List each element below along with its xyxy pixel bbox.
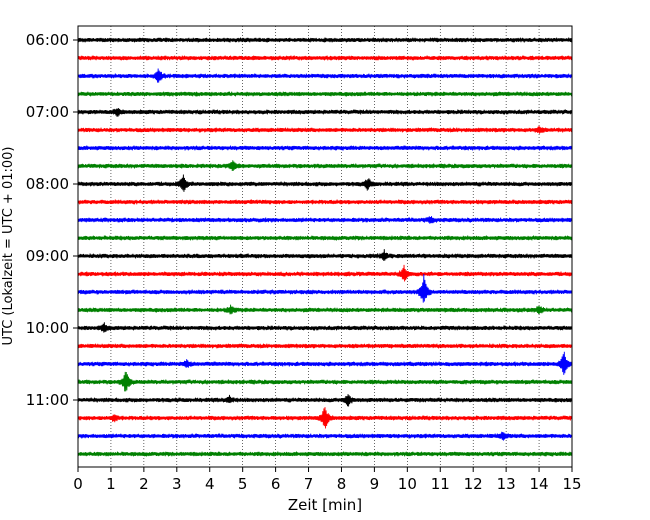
x-tick-label: 15 <box>562 475 581 493</box>
trace-row <box>77 431 573 441</box>
trace-row <box>77 371 573 392</box>
trace-row <box>77 322 573 333</box>
x-axis-ticks: 0 1 2 3 4 5 6 7 8 9 10 11 12 13 14 15 <box>73 467 582 493</box>
y-tick-label: 07:00 <box>26 103 69 121</box>
trace-row <box>77 264 573 282</box>
trace-row <box>77 351 573 375</box>
x-axis-label: Zeit [min] <box>288 496 362 514</box>
trace-row <box>77 160 573 172</box>
x-tick-label: 5 <box>238 475 248 493</box>
x-tick-label: 1 <box>106 475 116 493</box>
trace-row <box>77 407 573 429</box>
trace-row <box>77 235 573 241</box>
plot-frame <box>77 25 573 468</box>
plot-background <box>78 26 572 467</box>
trace-row <box>77 249 573 261</box>
trace-row <box>77 108 573 117</box>
trace-row <box>77 37 573 43</box>
y-tick-label: 11:00 <box>26 391 69 409</box>
y-tick-label: 10:00 <box>26 319 69 337</box>
x-tick-label: 4 <box>205 475 215 493</box>
x-tick-label: 0 <box>73 475 83 493</box>
trace-row <box>77 145 573 151</box>
y-tick-label: 09:00 <box>26 247 69 265</box>
seismic-traces <box>77 37 573 457</box>
trace-row <box>77 394 573 407</box>
y-tick-label: 08:00 <box>26 175 69 193</box>
x-tick-label: 6 <box>271 475 281 493</box>
trace-row <box>77 174 573 192</box>
x-tick-label: 12 <box>464 475 483 493</box>
trace-row <box>77 199 573 205</box>
trace-row <box>77 216 573 224</box>
trace-row <box>77 55 573 61</box>
trace-row <box>77 343 573 349</box>
trace-row <box>77 125 573 134</box>
x-tick-label: 9 <box>370 475 380 493</box>
x-tick-label: 13 <box>497 475 516 493</box>
trace-row <box>77 68 573 83</box>
x-tick-label: 3 <box>172 475 182 493</box>
x-tick-label: 7 <box>304 475 314 493</box>
x-tick-label: 8 <box>337 475 347 493</box>
x-tick-label: 10 <box>398 475 417 493</box>
y-axis-ticks: 06:00 07:00 08:00 09:00 10:00 11:00 <box>26 31 78 409</box>
trace-row <box>77 274 573 303</box>
trace-row <box>77 451 573 457</box>
trace-row <box>77 91 573 97</box>
y-tick-label: 06:00 <box>26 31 69 49</box>
x-tick-label: 11 <box>431 475 450 493</box>
y-axis-label: UTC (Lokalzeit = UTC + 01:00) <box>1 147 16 346</box>
x-tick-label: 14 <box>530 475 549 493</box>
x-tick-label: 2 <box>139 475 149 493</box>
trace-row <box>77 304 573 315</box>
